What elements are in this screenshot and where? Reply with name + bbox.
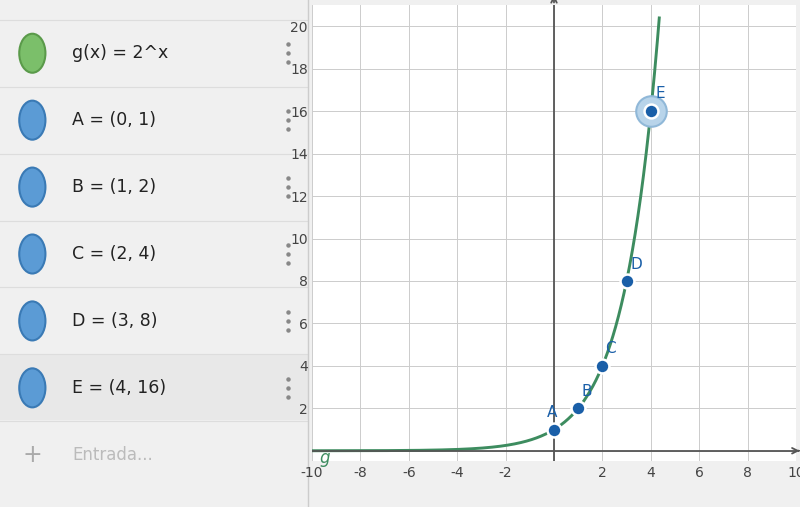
Text: g(x) = 2^x: g(x) = 2^x <box>72 44 169 62</box>
Text: g: g <box>319 449 330 467</box>
Text: D = (3, 8): D = (3, 8) <box>72 312 158 330</box>
Text: A: A <box>547 405 558 420</box>
Ellipse shape <box>19 34 46 73</box>
Ellipse shape <box>19 369 46 407</box>
Text: E = (4, 16): E = (4, 16) <box>72 379 166 397</box>
Text: C = (2, 4): C = (2, 4) <box>72 245 157 263</box>
Text: Entrada...: Entrada... <box>72 446 153 464</box>
Text: +: + <box>22 443 42 467</box>
FancyBboxPatch shape <box>0 354 308 420</box>
Text: A = (0, 1): A = (0, 1) <box>72 111 156 129</box>
Text: B = (1, 2): B = (1, 2) <box>72 178 157 196</box>
Ellipse shape <box>19 235 46 273</box>
Text: D: D <box>630 258 642 272</box>
Ellipse shape <box>19 101 46 139</box>
Ellipse shape <box>19 302 46 340</box>
Text: E: E <box>655 86 665 100</box>
Text: C: C <box>606 341 616 356</box>
Text: B: B <box>581 384 592 399</box>
Ellipse shape <box>19 168 46 206</box>
